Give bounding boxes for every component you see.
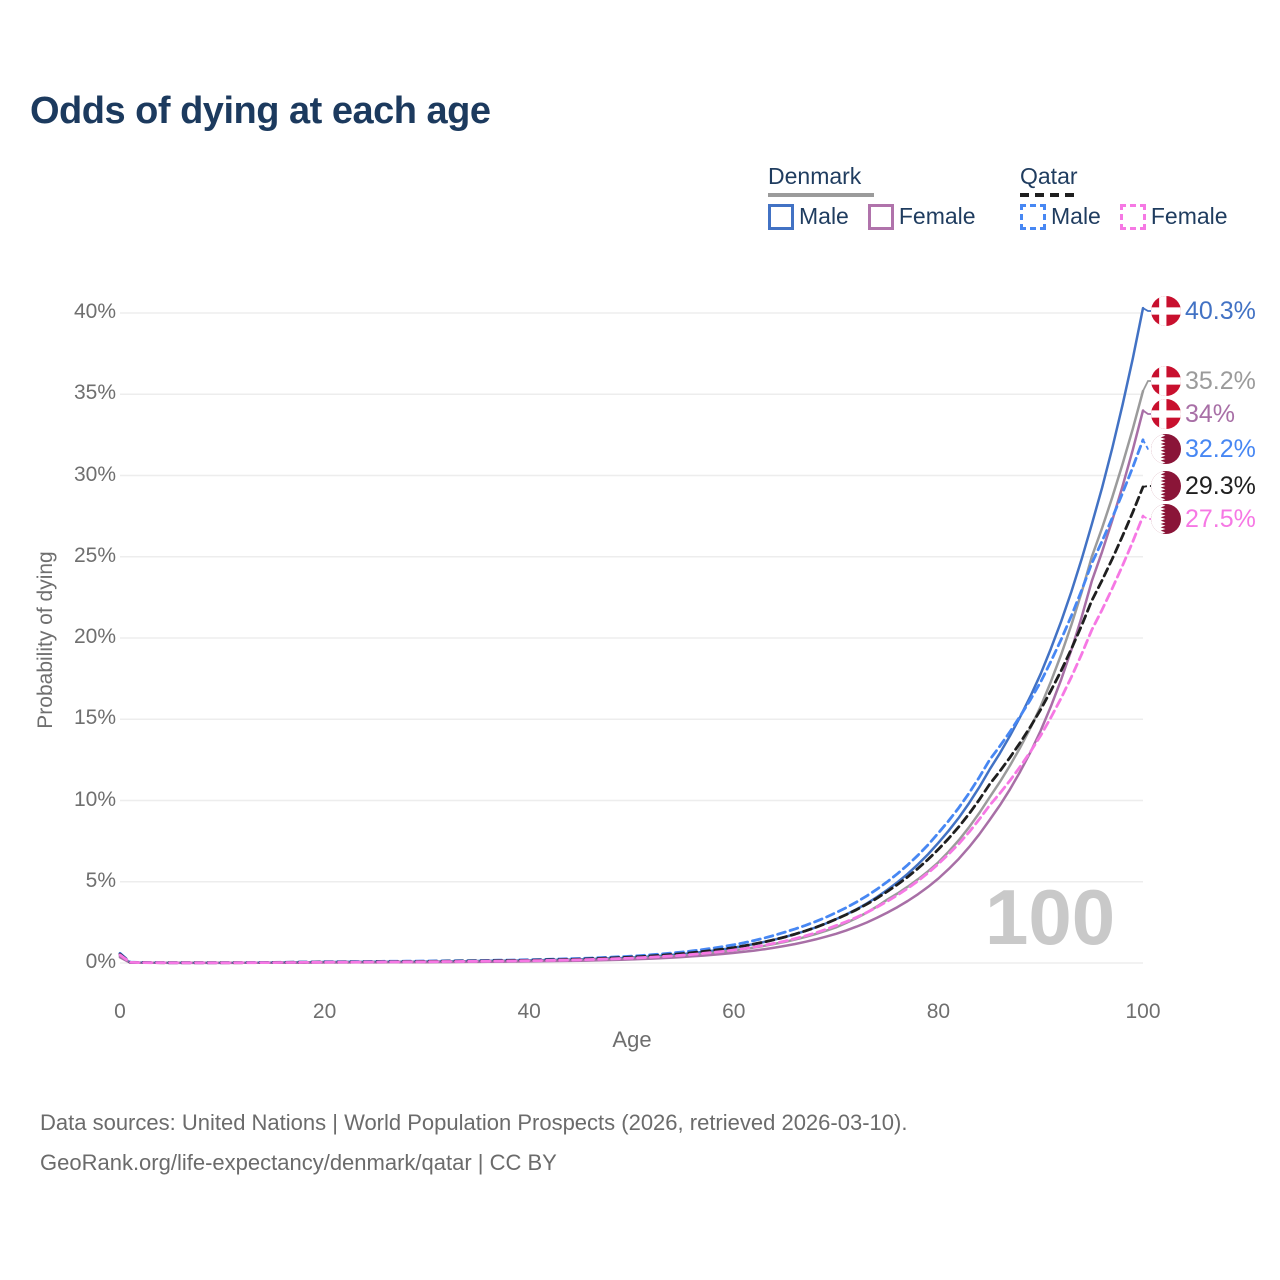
y-tick-label: 5% bbox=[85, 868, 116, 892]
end-label-qatar: 29.3% bbox=[1151, 471, 1256, 501]
legend-denmark-female-label[interactable]: Female bbox=[898, 203, 976, 229]
legend-group-qatar[interactable]: Qatar bbox=[1020, 163, 1080, 197]
end-label-value: 27.5% bbox=[1185, 504, 1256, 533]
legend-denmark-label[interactable]: Denmark bbox=[768, 163, 862, 189]
x-tick-label: 100 bbox=[1125, 1000, 1161, 1023]
y-tick-label: 25% bbox=[73, 543, 116, 567]
x-axis-title: Age bbox=[612, 1027, 652, 1052]
qatar-flag-icon bbox=[1151, 434, 1181, 464]
end-label-qatar-male: 32.2% bbox=[1151, 434, 1256, 464]
x-tick-label: 20 bbox=[312, 1000, 337, 1023]
x-tick-label: 80 bbox=[926, 1000, 951, 1023]
x-tick-label: 60 bbox=[722, 1000, 746, 1023]
checkbox-qatar-female[interactable] bbox=[1119, 203, 1146, 230]
leader-line bbox=[1142, 485, 1151, 488]
end-label-denmark: 35.2% bbox=[1151, 366, 1256, 396]
y-tick-label: 35% bbox=[73, 381, 116, 405]
end-label-denmark-male: 40.3% bbox=[1151, 296, 1256, 326]
end-label-value: 32.2% bbox=[1185, 434, 1256, 463]
end-label-value: 29.3% bbox=[1185, 471, 1256, 500]
legend-denmark-line-swatch bbox=[768, 193, 874, 197]
legend-qatar-line-swatch bbox=[1020, 193, 1080, 197]
legend-qatar-male-label[interactable]: Male bbox=[1051, 203, 1101, 229]
end-label-value: 34% bbox=[1185, 399, 1236, 428]
legend-group-denmark[interactable]: Denmark bbox=[768, 163, 874, 197]
end-label-value: 35.2% bbox=[1185, 366, 1256, 395]
leader-line bbox=[1142, 439, 1151, 450]
age-watermark: 100 bbox=[985, 873, 1116, 961]
legend-qatar-female-label[interactable]: Female bbox=[1150, 203, 1228, 229]
leader-line bbox=[1142, 307, 1151, 312]
data-source-line: Data sources: United Nations | World Pop… bbox=[40, 1110, 908, 1135]
y-tick-label: 20% bbox=[73, 625, 116, 648]
checkbox-denmark-female[interactable] bbox=[867, 203, 894, 230]
series-line-qatar-female bbox=[118, 514, 1145, 965]
y-tick-label: 0% bbox=[85, 950, 116, 973]
y-tick-label: 15% bbox=[73, 706, 116, 730]
y-axis-title: Probability of dying bbox=[34, 551, 57, 729]
attribution-line: GeoRank.org/life-expectancy/denmark/qata… bbox=[40, 1150, 557, 1175]
x-tick-label: 0 bbox=[114, 1000, 126, 1023]
series-line-denmark-male bbox=[118, 306, 1145, 965]
denmark-flag-icon bbox=[1151, 366, 1181, 396]
y-tick-label: 40% bbox=[73, 300, 116, 323]
checkbox-denmark-male[interactable] bbox=[768, 203, 794, 230]
legend-qatar-label[interactable]: Qatar bbox=[1020, 163, 1078, 189]
checkbox-qatar-male[interactable] bbox=[1020, 203, 1046, 230]
end-label-value: 40.3% bbox=[1185, 296, 1256, 325]
x-tick-label: 40 bbox=[517, 1000, 541, 1023]
leader-line bbox=[1142, 409, 1151, 415]
leader-line bbox=[1142, 515, 1151, 520]
denmark-flag-icon bbox=[1151, 399, 1181, 429]
qatar-flag-icon bbox=[1151, 504, 1181, 534]
denmark-flag-icon bbox=[1151, 296, 1181, 326]
end-label-qatar-female: 27.5% bbox=[1151, 504, 1256, 534]
end-label-denmark-female: 34% bbox=[1151, 399, 1235, 429]
leader-line bbox=[1142, 380, 1151, 392]
page-title: Odds of dying at each age bbox=[30, 90, 491, 132]
y-tick-label: 10% bbox=[73, 787, 116, 811]
y-tick-label: 30% bbox=[73, 462, 116, 486]
qatar-flag-icon bbox=[1151, 471, 1181, 501]
legend-denmark-male-label[interactable]: Male bbox=[799, 203, 849, 229]
